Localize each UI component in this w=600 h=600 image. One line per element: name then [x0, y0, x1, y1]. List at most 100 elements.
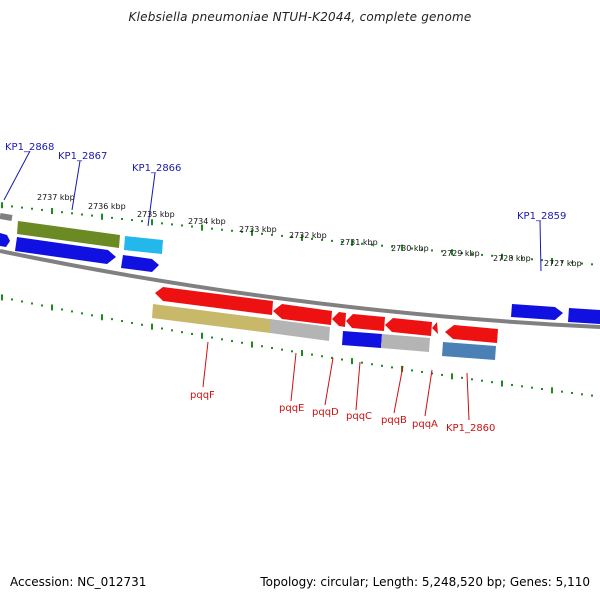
gene-label-pqqA[interactable]: pqqA: [412, 419, 438, 430]
tick-minor: [541, 388, 543, 391]
gene-pqqC[interactable]: [346, 314, 385, 331]
tick-minor: [231, 229, 233, 232]
gene-kp1-2868[interactable]: [0, 233, 10, 247]
gene-kp1-2860[interactable]: [445, 325, 498, 343]
tick-minor: [391, 366, 393, 369]
leader-line: [539, 220, 542, 272]
tick-minor: [141, 323, 143, 326]
tick-minor: [11, 205, 13, 208]
gene-label-pqqE[interactable]: pqqE: [279, 403, 304, 414]
tick-minor: [561, 260, 563, 263]
gene-pqqF[interactable]: [155, 287, 273, 315]
gene-pqqF-feature-b[interactable]: [270, 319, 330, 341]
tick-minor: [141, 220, 143, 223]
tick-minor: [111, 216, 113, 219]
gene-kp1-2866[interactable]: [124, 236, 163, 254]
tick-minor: [221, 338, 223, 341]
tick-minor: [371, 243, 373, 246]
tick-minor: [71, 310, 73, 313]
tick-minor: [561, 390, 563, 393]
tick-minor: [461, 252, 463, 255]
tick-minor: [241, 341, 243, 344]
tick-major: [151, 219, 153, 226]
tick-minor: [131, 219, 133, 222]
gene-label-pqqF[interactable]: pqqF: [190, 390, 215, 401]
leader-line: [202, 341, 209, 388]
tick-minor: [81, 213, 83, 216]
gene-pqqB-feature[interactable]: [381, 334, 430, 352]
tick-minor: [271, 233, 273, 236]
tick-major: [101, 314, 103, 321]
gene-label-kp1-2868[interactable]: KP1_2868: [5, 142, 54, 153]
tick-major: [501, 253, 503, 260]
tick-minor: [511, 383, 513, 386]
tick-minor: [381, 364, 383, 367]
tick-minor: [61, 211, 63, 214]
tick-minor: [181, 224, 183, 227]
gene-kp1-2867-b[interactable]: [15, 237, 116, 264]
gene-kp1-2866-b[interactable]: [121, 255, 159, 272]
genome-backbone-upper: [0, 213, 13, 221]
tick-minor: [161, 327, 163, 330]
gene-label-kp1-2867[interactable]: KP1_2867: [58, 151, 107, 162]
tick-minor: [341, 240, 343, 243]
leader-line: [466, 372, 470, 421]
tick-label: 2735 kbp: [137, 210, 175, 219]
genome-summary-text: Topology: circular; Length: 5,248,520 bp…: [260, 575, 590, 589]
tick-minor: [11, 298, 13, 301]
tick-minor: [361, 361, 363, 364]
tick-minor: [231, 340, 233, 343]
tick-major: [351, 358, 353, 365]
gene-pqqD[interactable]: [332, 312, 346, 327]
tick-major: [301, 349, 303, 356]
tick-minor: [431, 249, 433, 252]
tick-minor: [311, 237, 313, 240]
tick-major: [1, 202, 3, 209]
gene-kp1-2860-feature[interactable]: [442, 342, 496, 360]
tick-label: 2734 kbp: [188, 217, 226, 226]
gene-kp1-2867[interactable]: [17, 221, 120, 248]
tick-minor: [481, 253, 483, 256]
tick-minor: [471, 253, 473, 256]
tick-minor: [421, 370, 423, 373]
tick-label: 2728 kbp: [493, 254, 531, 263]
tick-minor: [521, 385, 523, 388]
tick-label: 2730 kbp: [391, 244, 429, 253]
tick-label: 2729 kbp: [442, 249, 480, 258]
tick-minor: [311, 353, 313, 356]
tick-minor: [271, 346, 273, 349]
tick-minor: [281, 234, 283, 237]
tick-minor: [111, 318, 113, 321]
gene-kp1-2858[interactable]: [568, 308, 600, 324]
gene-label-kp1-2859[interactable]: KP1_2859: [517, 211, 566, 222]
tick-minor: [471, 378, 473, 381]
tick-minor: [571, 391, 573, 394]
gene-pqqC-feature[interactable]: [342, 331, 382, 348]
tick-layer: [1, 202, 593, 397]
gene-kp1-2859[interactable]: [511, 304, 563, 320]
gene-label-pqqC[interactable]: pqqC: [346, 411, 372, 422]
gene-pqqF-feature[interactable]: [152, 304, 270, 333]
lower-label-group: pqqF pqqE pqqD pqqC pqqB pqqA KP1_2860: [190, 341, 495, 434]
gene-pqqA[interactable]: [432, 322, 438, 334]
gene-label-pqqB[interactable]: pqqB: [381, 415, 407, 426]
tick-minor: [131, 321, 133, 324]
tick-minor: [261, 345, 263, 348]
tick-minor: [591, 263, 593, 266]
genome-title: Klebsiella pneumoniae NTUH-K2044, comple…: [128, 10, 472, 24]
tick-minor: [91, 314, 93, 317]
leader-line: [147, 172, 156, 227]
tick-minor: [441, 373, 443, 376]
gene-pqqE[interactable]: [273, 304, 332, 325]
gene-label-kp1-2860[interactable]: KP1_2860: [446, 423, 495, 434]
tick-minor: [581, 262, 583, 265]
tick-major: [251, 341, 253, 348]
tick-minor: [341, 358, 343, 361]
gene-label-pqqD[interactable]: pqqD: [312, 407, 339, 418]
tick-minor: [91, 214, 93, 217]
tick-label: 2727 kbp: [544, 259, 582, 268]
gene-pqqB[interactable]: [385, 318, 432, 336]
tick-major: [501, 380, 503, 387]
gene-label-kp1-2866[interactable]: KP1_2866: [132, 163, 181, 174]
tick-major: [451, 373, 453, 380]
